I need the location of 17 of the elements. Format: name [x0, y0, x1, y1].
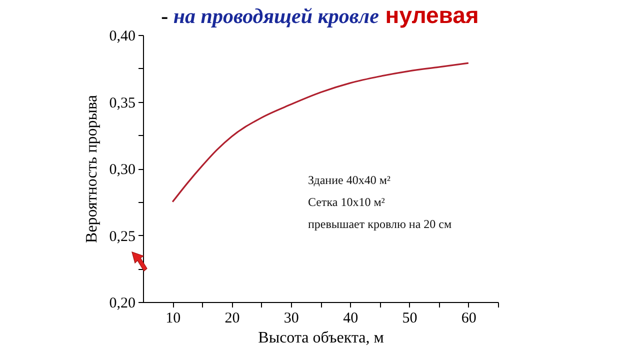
- y-axis-title: Вероятность прорыва: [83, 95, 100, 243]
- annotation: Сетка 10x10 м²: [308, 195, 386, 209]
- y-tick-label: 0,30: [109, 162, 136, 178]
- x-tick-label: 50: [402, 310, 418, 326]
- y-tick-label: 0,20: [109, 296, 136, 312]
- x-tick-label: 10: [166, 310, 181, 326]
- annotation: Здание 40x40 м²: [308, 173, 391, 187]
- x-tick-label: 20: [224, 310, 240, 326]
- x-tick-label: 40: [343, 310, 358, 326]
- annotation: превышает кровлю на 20 см: [308, 217, 452, 231]
- x-axis-title: Высота объекта, м: [258, 330, 384, 346]
- x-tick-label: 60: [461, 310, 476, 326]
- y-tick-label: 0,35: [109, 95, 136, 112]
- y-tick-label: 0,40: [109, 28, 136, 44]
- x-tick-label: 30: [284, 310, 299, 326]
- chart-title: - на проводящей кровле нулевая: [161, 2, 479, 28]
- y-tick-label: 0,25: [109, 228, 136, 245]
